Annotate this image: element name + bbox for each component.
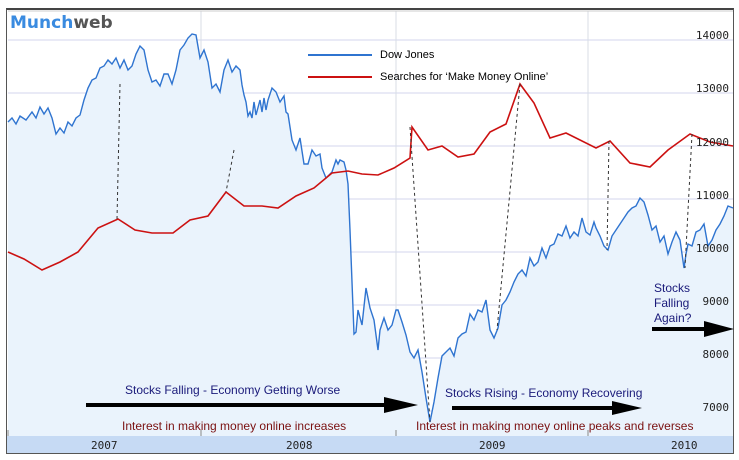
- legend-item-dow: Dow Jones: [308, 44, 548, 66]
- connector-lines: [116, 83, 693, 423]
- chart-legend: Dow Jones Searches for ‘Make Money Onlin…: [308, 44, 548, 88]
- y-tick-9000: 9000: [702, 295, 730, 308]
- annotation-line: Stocks: [654, 281, 691, 295]
- searches-line: [7, 82, 734, 271]
- x-tick-2009: 2009: [479, 439, 506, 452]
- arrow-stocks-falling: [86, 397, 418, 413]
- arrow-stocks-rising: [452, 401, 642, 415]
- annotation-interest-peaks: Interest in making money online peaks an…: [416, 419, 694, 433]
- logo-part-web: web: [73, 13, 113, 33]
- y-tick-12000: 12000: [695, 136, 729, 149]
- y-tick-14000: 14000: [695, 29, 729, 42]
- annotation-line: Again?: [654, 311, 692, 325]
- annotation-line: Falling: [654, 296, 690, 310]
- logo-part-munch: Munch: [10, 13, 74, 33]
- dow-jones-line: [7, 33, 734, 423]
- legend-swatch-red: [308, 76, 372, 78]
- annotation-stocks-rising: Stocks Rising - Economy Recovering: [445, 386, 643, 400]
- arrow-stocks-falling-again: [652, 321, 734, 337]
- legend-label: Dow Jones: [380, 49, 435, 61]
- y-tick-13000: 13000: [695, 82, 729, 95]
- y-tick-8000: 8000: [702, 348, 730, 361]
- annotation-stocks-falling: Stocks Falling - Economy Getting Worse: [125, 383, 341, 397]
- x-axis-bar: [7, 436, 733, 453]
- y-tick-10000: 10000: [695, 242, 729, 255]
- legend-item-searches: Searches for ‘Make Money Online’: [308, 66, 548, 88]
- x-tick-2010: 2010: [671, 439, 698, 452]
- x-tick-2007: 2007: [91, 439, 118, 452]
- legend-swatch-blue: [308, 54, 372, 56]
- y-tick-11000: 11000: [695, 189, 729, 202]
- annotation-interest-increases: Interest in making money online increase…: [122, 419, 347, 433]
- x-tick-2008: 2008: [286, 439, 313, 452]
- dow-area-fill: [8, 34, 733, 436]
- annotation-stocks-falling-again: Stocks Falling Again?: [654, 281, 691, 326]
- x-tick-marks: [7, 430, 589, 436]
- legend-label: Searches for ‘Make Money Online’: [380, 71, 549, 83]
- munchweb-logo: Munchweb: [10, 13, 113, 33]
- y-tick-7000: 7000: [702, 401, 730, 414]
